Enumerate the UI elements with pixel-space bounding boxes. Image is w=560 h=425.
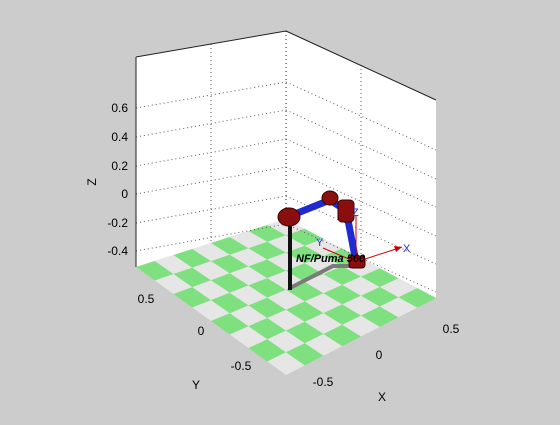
floor-tile [286,343,324,366]
floor-tile [229,248,268,267]
x-axis-label: X [378,390,386,404]
z-axis-label: Z [85,178,99,185]
floor-tile [342,295,380,316]
y-axis-label: Y [192,378,200,392]
floor-tile [192,243,230,262]
x-arrowhead-icon [394,246,402,252]
floor-tile [211,254,249,274]
floor-tile [229,326,268,348]
floor-tile [267,330,305,353]
floor-tile [398,288,436,308]
z-tick-label: -0.2 [107,216,128,230]
tool-frame-z-label: Z [352,207,359,219]
floor-tile [248,259,286,279]
floor-tile [323,266,361,285]
floor-tile [286,245,324,264]
floor-tile [304,256,343,275]
floor-tile [211,313,249,335]
floor-tile [323,284,361,305]
floor-tile [379,278,418,298]
floor-tile [229,305,268,327]
joint-elbow [321,190,339,206]
floor-tile [248,241,286,260]
floor-tile [248,278,286,298]
floor-tile [192,261,230,281]
floor-tile [323,304,361,325]
floor-tile [267,252,305,271]
floor-tile [267,219,305,236]
tool-frame-x-label: X [403,243,411,255]
axes-box [135,30,437,267]
y-tick-label: -0.5 [231,359,252,373]
floor-tile [304,293,343,314]
x-tick-label: 0.5 [443,322,460,336]
floor-tile [361,287,399,307]
z-tick-label: 0.4 [111,130,128,144]
back-wall-right [286,31,436,298]
floor-tile [342,276,380,296]
floor-tile [361,268,399,287]
floor-tile [248,339,286,362]
grid-lines [135,44,437,293]
floor-tile [173,249,211,268]
checkerboard-floor [136,219,436,375]
floor-tile [229,231,268,249]
floor-tile [192,300,230,321]
floor-tile [286,228,324,246]
floor-tile [379,297,418,318]
x-tick-label: 0 [376,348,383,362]
tool-frame [322,216,403,263]
floor-tile [267,309,305,331]
floor-tile [248,297,286,318]
y-tick-label: 0 [198,324,205,338]
floor-tile [229,266,268,286]
tool-frame-y-label: Y [316,237,324,249]
z-tick-label: -0.4 [107,244,128,258]
floor-tile [323,324,361,347]
robot-name-label: NF/Puma 560 [296,253,366,265]
joint-shoulder [277,207,301,227]
floor-tile [248,318,286,340]
floor-tile [361,306,399,327]
floor-tile [267,289,305,310]
z-axis: 0.6 0.4 0.2 0 -0.2 -0.4 Z [85,101,128,258]
floor-tile [342,315,380,337]
z-tick-label: 0.6 [111,101,128,115]
floor-tile [154,274,193,294]
floor-tile [304,334,343,356]
x-tick-label: -0.5 [313,375,334,389]
floor-tile [136,261,174,281]
y-tick-label: 0.5 [138,292,155,306]
joint-upper-arm [337,199,355,223]
floor-tile [173,267,211,288]
floor-tile [192,280,230,301]
floor-tile [154,255,193,274]
floor-tile [286,321,324,344]
floor-tile [211,273,249,293]
y-axis: 0.5 0 -0.5 Y [138,292,252,392]
floor-tile [229,285,268,306]
floor-tile [211,292,249,314]
x-axis: -0.5 0 0.5 X [313,322,460,404]
floor-tile [267,235,305,253]
floor-tile [304,313,343,334]
floor-tile [304,274,343,294]
z-tick-label: 0.2 [111,159,128,173]
floor-tile [173,287,211,308]
floor-tile [248,225,286,242]
floor-tile [211,237,249,255]
floor-tile [267,352,305,375]
floor-tile [286,301,324,322]
z-tick-label: 0 [121,187,128,201]
